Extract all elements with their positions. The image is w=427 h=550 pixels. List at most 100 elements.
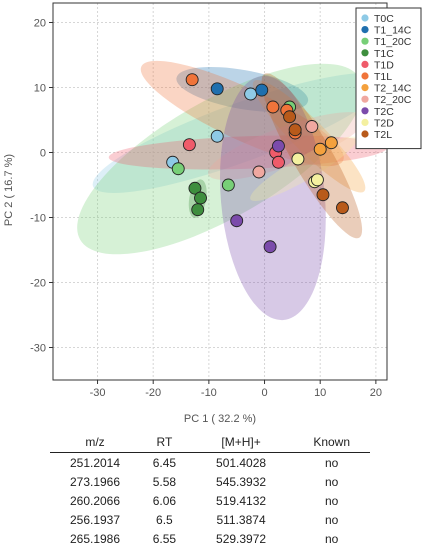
- metabolite-table: m/z RT [M+H]+ Known 251.2014 6.45 501.40…: [50, 432, 370, 548]
- data-point: [272, 139, 285, 153]
- data-point: [185, 73, 199, 87]
- legend-label: T1C: [374, 48, 394, 60]
- column-header: Known: [293, 432, 370, 453]
- legend-swatch: [361, 14, 369, 22]
- table-cell: 6.45: [152, 455, 177, 470]
- legend-label: T2D: [374, 117, 394, 129]
- legend-label: T0C: [374, 13, 394, 25]
- legend-label: T2C: [374, 106, 394, 118]
- y-tick-label: -20: [30, 278, 46, 290]
- x-tick-label: -20: [145, 387, 161, 399]
- data-point: [291, 152, 305, 166]
- legend-swatch: [361, 130, 369, 138]
- x-tick-label: 20: [370, 387, 382, 399]
- table-cell: 273.1966: [69, 474, 121, 489]
- legend-swatch: [361, 84, 369, 92]
- confidence-ellipse: [140, 60, 344, 167]
- x-tick-label: -30: [90, 387, 106, 399]
- legend-swatch: [361, 118, 369, 126]
- data-point: [313, 142, 327, 156]
- axis-ticks: -30 -20 -10 0 10 20 20 10 0 -10 -20 -30: [30, 18, 382, 400]
- column-header: m/z: [50, 432, 140, 453]
- table-row: 265.1986 6.55 529.3972 no: [50, 529, 370, 548]
- legend-swatch: [361, 49, 369, 57]
- data-point: [244, 87, 258, 101]
- legend-swatch: [361, 95, 369, 103]
- table-cell: no: [324, 531, 339, 546]
- legend-swatch: [361, 37, 369, 45]
- data-point: [194, 191, 207, 205]
- table-cell: 260.2066: [69, 493, 121, 508]
- legend-label: T2_14C: [374, 83, 412, 95]
- legend-swatch: [361, 72, 369, 80]
- legend-label: T2L: [374, 129, 392, 141]
- data-point: [188, 181, 202, 195]
- y-tick-label: -30: [30, 343, 46, 355]
- legend-label: T1_14C: [374, 25, 412, 37]
- y-tick-label: 0: [40, 148, 46, 160]
- legend-label: T2_20C: [374, 94, 412, 106]
- table-cell: 511.3874: [216, 512, 266, 527]
- data-point: [230, 214, 244, 228]
- confidence-ellipse: [250, 136, 357, 201]
- data-point: [221, 178, 235, 192]
- table-row: 256.1937 6.5 511.3874 no: [50, 510, 370, 529]
- table-cell: 501.4028: [216, 455, 267, 470]
- data-points: [166, 73, 349, 254]
- data-point: [305, 120, 319, 133]
- legend: T0CT1_14CT1_20CT1CT1DT1LT2_14CT2_20CT2CT…: [355, 7, 422, 150]
- legend-swatch: [361, 107, 369, 115]
- plot-frame: [52, 2, 388, 381]
- table-cell: 6.5: [156, 512, 173, 527]
- table-header-row: m/z RT [M+H]+ Known: [50, 432, 370, 453]
- table-cell: no: [324, 474, 339, 489]
- table-cell: no: [324, 512, 339, 527]
- data-point: [263, 240, 277, 254]
- table-row: 273.1966 5.58 545.3932 no: [50, 472, 370, 491]
- y-tick-label: 20: [34, 18, 46, 30]
- table-row: 251.2014 6.45 501.4028 no: [50, 453, 370, 473]
- pca-scatter-plot: -30 -20 -10 0 10 20 20 10 0 -10 -20 -30 PC 1 ( 32.2…: [3, 2, 422, 425]
- legend-swatch: [361, 26, 369, 34]
- data-point: [272, 155, 285, 169]
- table-cell: 6.06: [152, 493, 177, 508]
- table-cell: 251.2014: [69, 455, 121, 470]
- data-point: [210, 82, 224, 96]
- x-tick-label: 0: [261, 387, 267, 399]
- table-cell: 545.3932: [216, 474, 267, 489]
- data-point: [324, 136, 338, 150]
- confidence-ellipse: [208, 112, 366, 180]
- data-point: [336, 201, 349, 215]
- legend-label: T1_20C: [374, 36, 412, 48]
- table-cell: 519.4132: [216, 493, 267, 508]
- data-point: [255, 83, 269, 97]
- confidence-ellipse: [92, 73, 387, 193]
- data-point: [288, 123, 302, 137]
- column-header: RT: [140, 432, 189, 453]
- y-tick-label: -10: [30, 213, 46, 225]
- data-point: [316, 188, 330, 202]
- confidence-ellipse: [176, 67, 309, 112]
- data-point: [171, 162, 185, 176]
- data-point: [266, 100, 280, 114]
- data-point: [182, 138, 196, 152]
- y-axis-label: PC 2 ( 16.7 %): [3, 154, 15, 226]
- table-cell: no: [324, 493, 339, 508]
- data-point: [283, 110, 297, 124]
- table-cell: 5.58: [152, 474, 177, 489]
- legend-label: T1L: [374, 71, 392, 83]
- data-point: [191, 203, 205, 217]
- x-axis-label: PC 1 ( 32.2 %): [184, 413, 256, 425]
- plot-background: [53, 3, 387, 380]
- column-header: [M+H]+: [188, 432, 294, 453]
- table-cell: 256.1937: [69, 512, 121, 527]
- y-tick-label: 10: [34, 83, 46, 95]
- legend-swatch: [361, 60, 369, 68]
- table-cell: 6.55: [152, 531, 177, 546]
- x-tick-label: 10: [314, 387, 326, 399]
- table-cell: 265.1986: [69, 531, 121, 546]
- legend-label: T1D: [374, 59, 394, 71]
- data-point: [252, 165, 266, 179]
- x-tick-label: -10: [201, 387, 217, 399]
- table-cell: 529.3972: [216, 531, 267, 546]
